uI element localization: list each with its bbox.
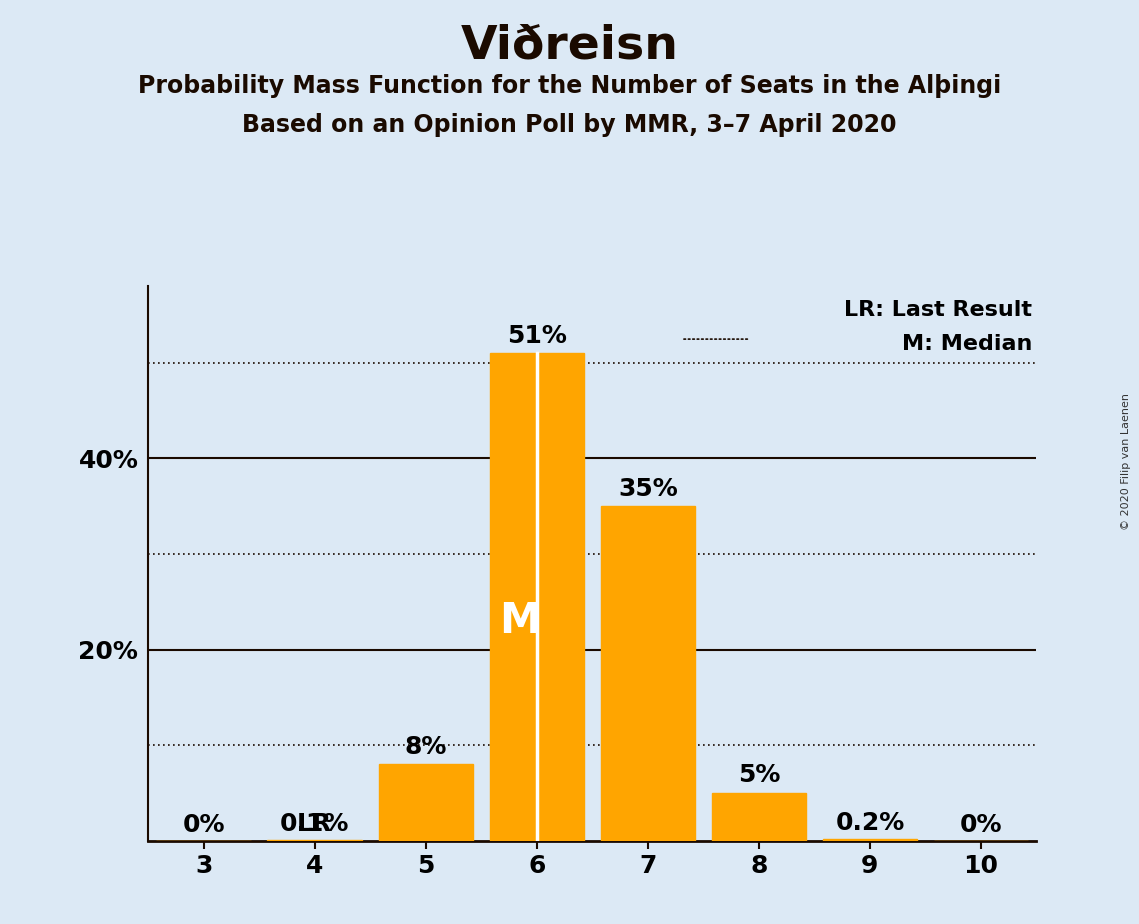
Text: 35%: 35% — [618, 477, 678, 501]
Text: 5%: 5% — [738, 763, 780, 787]
Text: 51%: 51% — [507, 323, 567, 347]
Text: 8%: 8% — [404, 735, 446, 759]
Text: LR: LR — [297, 812, 333, 836]
Text: M: Median: M: Median — [902, 334, 1032, 354]
Text: 0.1%: 0.1% — [280, 812, 350, 836]
Text: Viðreisn: Viðreisn — [460, 23, 679, 68]
Bar — [490, 353, 584, 841]
Text: Probability Mass Function for the Number of Seats in the Alþingi: Probability Mass Function for the Number… — [138, 74, 1001, 98]
Text: 0%: 0% — [182, 813, 224, 837]
Bar — [268, 840, 362, 841]
Text: LR: Last Result: LR: Last Result — [844, 300, 1032, 321]
Text: 0.2%: 0.2% — [835, 811, 904, 835]
Bar — [378, 764, 473, 841]
Text: Based on an Opinion Poll by MMR, 3–7 April 2020: Based on an Opinion Poll by MMR, 3–7 Apr… — [243, 113, 896, 137]
Bar — [822, 839, 917, 841]
Text: M: M — [499, 601, 541, 642]
Text: 0%: 0% — [960, 813, 1002, 837]
Bar — [712, 793, 806, 841]
Text: © 2020 Filip van Laenen: © 2020 Filip van Laenen — [1121, 394, 1131, 530]
Bar — [600, 506, 695, 841]
